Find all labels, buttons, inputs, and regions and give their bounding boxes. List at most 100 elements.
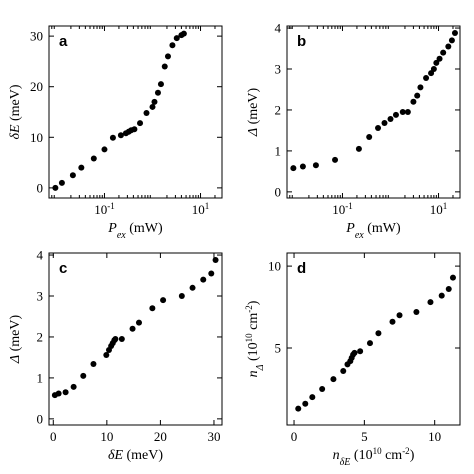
y-axis-label: nΔ (1010 cm-2): [244, 300, 266, 377]
plot-frame: [48, 25, 223, 199]
data-point: [396, 312, 403, 319]
panel-d: d 5 10 0 5 10 nδE (1010 cm-2) nΔ (1010 cm-2): [244, 252, 461, 468]
y-tick-label: 4: [275, 21, 282, 36]
y-axis-label: Δ (meV): [246, 88, 261, 138]
data-point: [78, 164, 85, 171]
data-point: [131, 126, 138, 133]
data-point: [366, 133, 373, 140]
panel-letter-d: d: [297, 260, 306, 277]
panel-letter-c: c: [59, 260, 67, 277]
data-point: [366, 340, 373, 347]
data-point: [392, 111, 399, 118]
x-tick-label: 101: [192, 201, 210, 217]
data-point: [164, 53, 171, 60]
data-point: [69, 172, 76, 179]
x-axis-label: nδE (1010 cm-2): [333, 446, 415, 468]
data-point: [90, 155, 97, 162]
panel-a: a 0 10 20 30 10-1 101 Pex (mW) δE (meV): [8, 25, 223, 241]
data-point: [208, 270, 215, 277]
y-tick-label: 0: [275, 184, 282, 199]
data-point: [433, 59, 440, 66]
x-axis-label: Pex (mW): [345, 221, 401, 241]
y-tick-label: 3: [275, 62, 282, 77]
y-tick-label: 2: [275, 102, 282, 117]
x-tick-label: 10: [428, 429, 441, 444]
data-point: [149, 305, 156, 312]
x-tick-label: 101: [430, 201, 448, 217]
data-point: [212, 256, 219, 263]
data-point: [430, 66, 437, 72]
data-point: [62, 389, 69, 396]
y-tick-label: 3: [37, 289, 44, 304]
data-point: [70, 383, 77, 390]
data-point: [319, 385, 326, 392]
data-point: [58, 179, 65, 186]
panel-letter-a: a: [59, 33, 68, 50]
data-point: [135, 319, 142, 326]
data-point: [427, 299, 434, 306]
x-axis-label: Pex (mW): [107, 221, 163, 241]
data-point: [52, 184, 59, 191]
y-tick-label: 10: [30, 130, 43, 145]
y-axis-label: δE (meV): [8, 84, 23, 139]
data-point: [423, 75, 430, 82]
y-axis-label: Δ (meV): [8, 315, 23, 365]
panel-letter-b: b: [297, 33, 306, 50]
data-point: [414, 92, 421, 99]
data-point: [340, 367, 347, 374]
data-point: [445, 43, 452, 50]
data-point: [448, 37, 455, 44]
data-point: [117, 132, 124, 139]
data-point: [449, 274, 456, 281]
data-point: [149, 103, 156, 110]
data-point: [118, 336, 125, 342]
data-point: [55, 390, 62, 397]
y-tick-label: 10: [268, 259, 281, 274]
data-point: [312, 162, 319, 169]
data-point: [178, 293, 185, 299]
data-point: [440, 49, 447, 56]
y-tick-label: 0: [37, 411, 44, 426]
data-point: [189, 284, 196, 291]
data-point: [410, 98, 417, 105]
data-point: [129, 325, 136, 332]
data-point: [451, 29, 458, 36]
x-tick-label: 30: [207, 429, 220, 444]
data-point: [200, 276, 207, 283]
data-point: [332, 156, 339, 163]
data-point: [357, 348, 364, 355]
y-tick-label: 20: [30, 79, 43, 94]
data-point: [173, 35, 180, 42]
data-point: [143, 110, 150, 117]
y-tick-label: 1: [275, 143, 282, 158]
x-tick-label: 0: [291, 429, 298, 444]
data-point: [112, 336, 119, 342]
x-tick-label: 20: [154, 429, 167, 444]
data-point: [309, 394, 316, 401]
data-point: [387, 115, 394, 122]
data-point: [438, 292, 445, 299]
data-point: [436, 55, 443, 62]
data-point: [157, 81, 164, 88]
data-point: [299, 163, 306, 170]
data-point: [295, 405, 302, 412]
x-tick-label: 5: [361, 429, 368, 444]
data-point: [154, 89, 161, 96]
data-point: [169, 42, 176, 49]
y-tick-label: 5: [275, 341, 282, 356]
data-point: [445, 286, 452, 293]
panel-c: c 0 1 2 3 4 0 10 20 30 δE (meV) Δ (meV): [8, 248, 223, 463]
data-point: [417, 84, 424, 91]
data-point: [161, 63, 168, 70]
data-point: [302, 400, 309, 407]
data-point: [399, 109, 406, 115]
data-point: [330, 376, 337, 383]
y-tick-label: 30: [30, 29, 43, 44]
data-point: [137, 120, 144, 127]
data-point: [101, 146, 108, 153]
x-axis-label: δE (meV): [108, 448, 163, 463]
data-point: [80, 372, 87, 379]
x-tick-label: 10-1: [332, 201, 353, 217]
y-tick-label: 0: [37, 180, 44, 195]
